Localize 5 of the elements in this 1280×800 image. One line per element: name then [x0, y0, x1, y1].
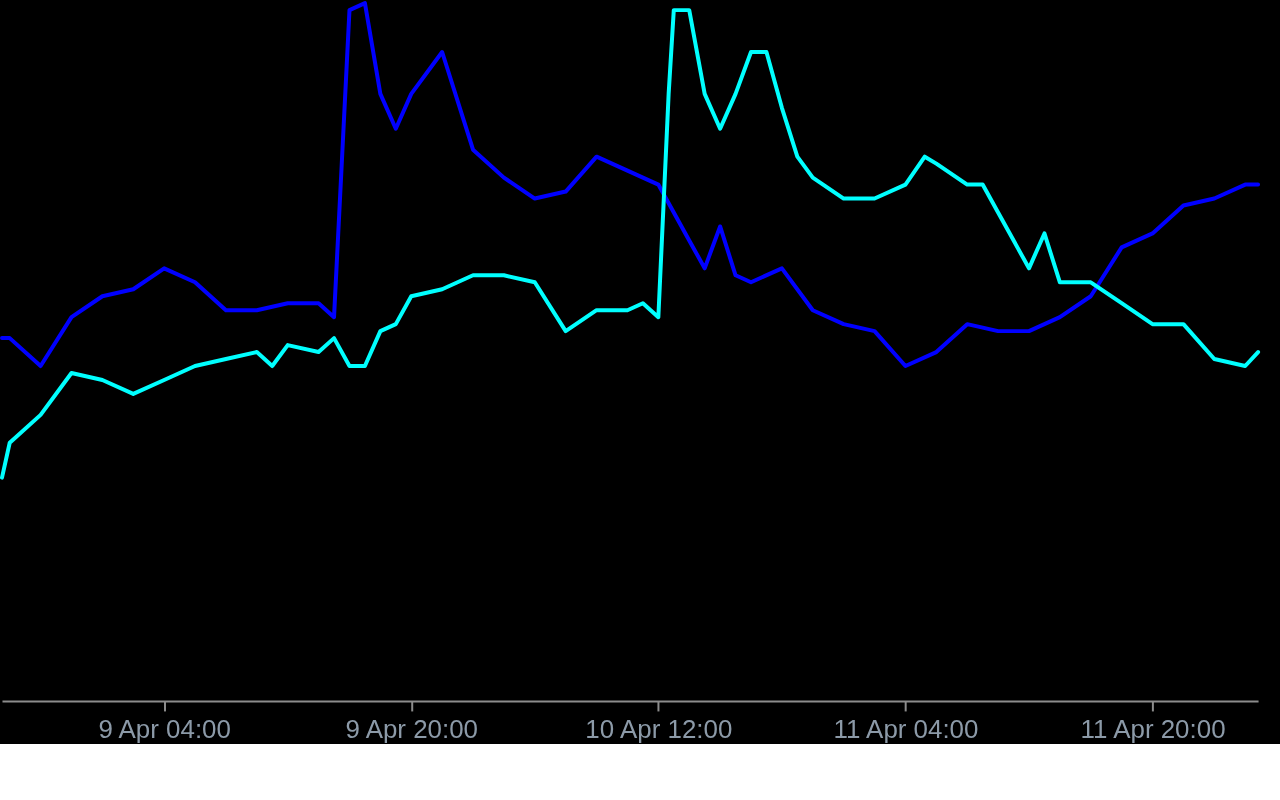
x-tick-label: 9 Apr 20:00	[345, 715, 479, 744]
x-tick-label: 11 Apr 20:00	[1080, 715, 1226, 744]
x-tick-label: 11 Apr 04:00	[833, 715, 979, 744]
x-tick-label: 10 Apr 12:00	[585, 715, 733, 744]
x-tick-label: 9 Apr 04:00	[98, 715, 231, 744]
